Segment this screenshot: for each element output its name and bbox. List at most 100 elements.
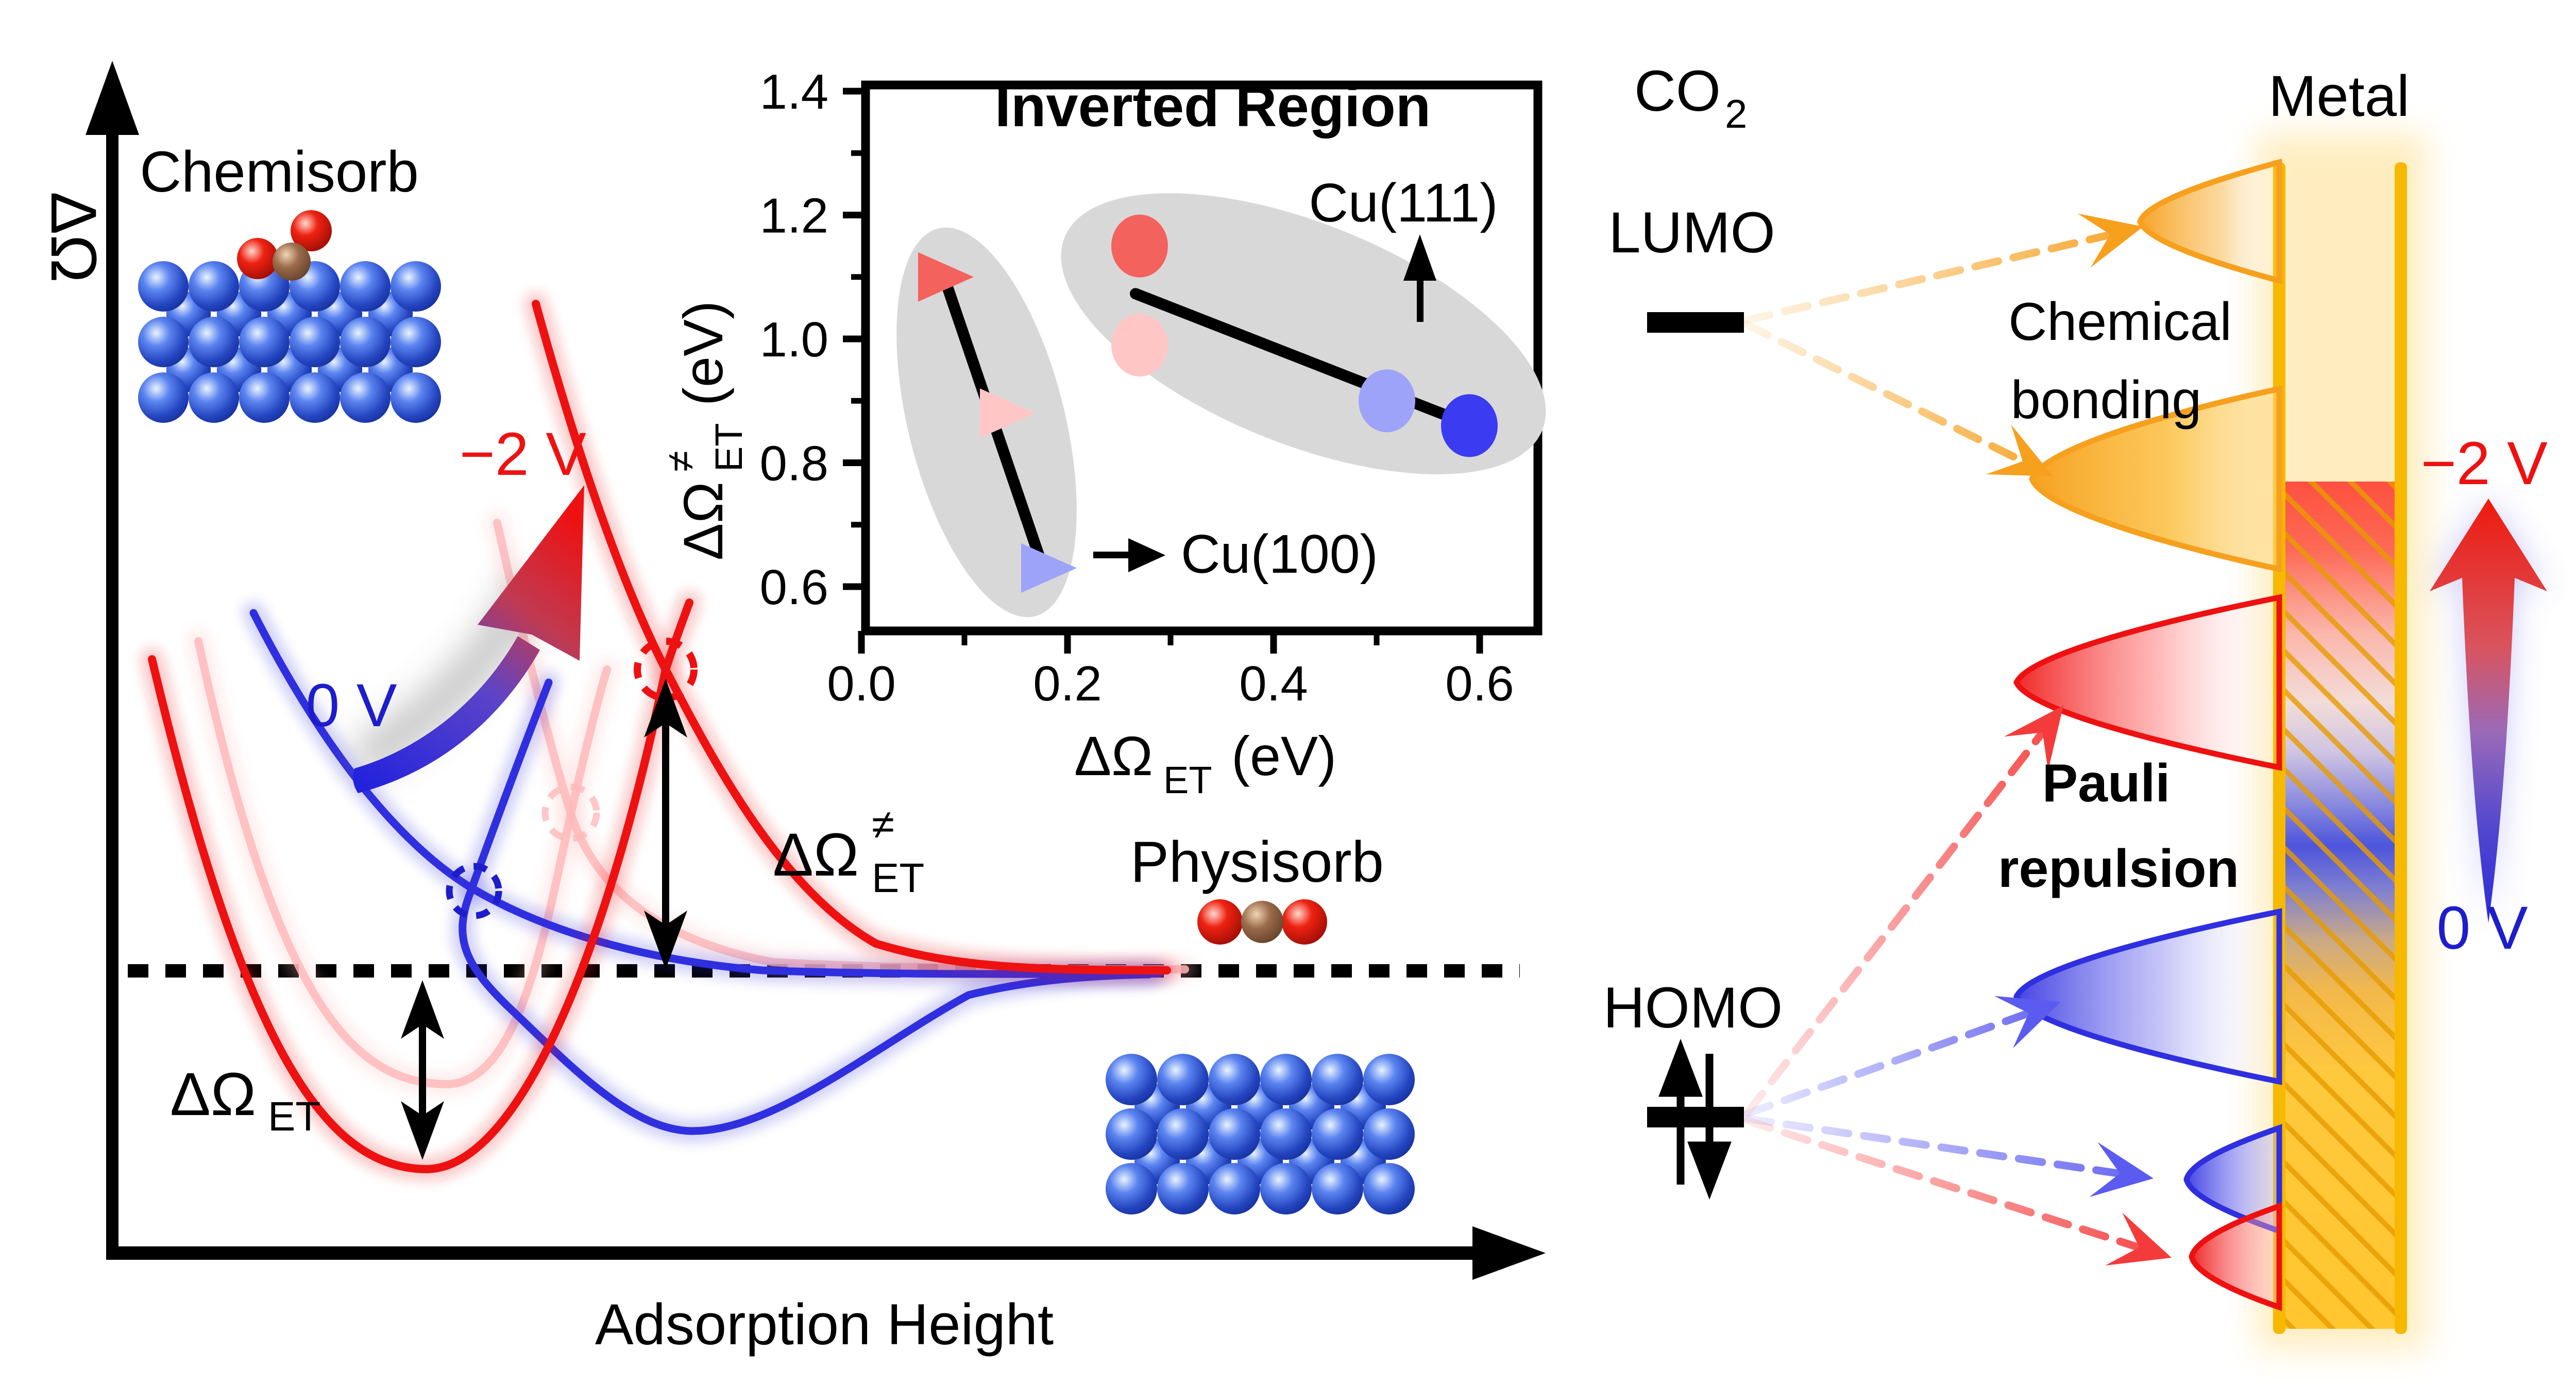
metal-atom-icon: [1157, 1054, 1209, 1105]
metal-atom-icon: [1209, 1108, 1260, 1160]
y-tick-label: 0.6: [760, 560, 828, 615]
metal-atom-icon: [1260, 1054, 1312, 1105]
et-double-arrow: [401, 980, 444, 1160]
homo-label: HOMO: [1603, 975, 1783, 1040]
data-point-triangle: [1021, 543, 1077, 593]
physisorb-label: Physisorb: [1130, 830, 1384, 894]
neg2v-label-right: −2 V: [2421, 430, 2548, 498]
orbital-interaction-panel: CO 2 Metal LUMO HOMO Chemical bonding Pa…: [1603, 59, 2548, 1349]
svg-text:ET: ET: [707, 423, 750, 472]
data-point-circle: [1111, 214, 1168, 278]
omega-et-label: ΔΩ ET: [170, 1060, 320, 1139]
cu111-label: Cu(111): [1309, 173, 1498, 233]
metal-atom-icon: [1363, 1108, 1415, 1160]
homo-peak-0v-upper: [2013, 908, 2282, 1085]
svg-text:2: 2: [1725, 91, 1747, 136]
y-axis-label: ΔΩ: [38, 192, 109, 283]
x-tick-label: 0.2: [1033, 656, 1101, 711]
zerov-label-left: 0 V: [306, 672, 397, 740]
data-point-triangle: [980, 388, 1036, 438]
metal-atom-icon: [189, 261, 239, 312]
svg-text:ΔΩ: ΔΩ: [672, 482, 734, 560]
crossing-circle-red: [634, 638, 698, 701]
crossing-circle-blue: [446, 863, 502, 919]
chemical-bonding-line1: Chemical: [2008, 292, 2231, 352]
x-tick-label: 0.0: [827, 656, 895, 711]
cu100-label: Cu(100): [1181, 524, 1378, 585]
metal-atom-icon: [391, 261, 441, 312]
svg-text:≠: ≠: [872, 801, 894, 847]
neg2v-curves: [140, 292, 1179, 1181]
homo-peak-neg2v-upper: [2013, 594, 2282, 771]
metal-atom-icon: [239, 317, 290, 367]
oxygen-atom-icon: [237, 238, 278, 279]
metal-atom-icon: [1260, 1108, 1312, 1160]
pauli-repulsion-line2: repulsion: [1998, 839, 2239, 899]
resonance-peaks: [2013, 158, 2282, 1311]
svg-text:(eV): (eV): [672, 301, 734, 406]
svg-text:ΔΩ: ΔΩ: [773, 821, 859, 889]
data-point-circle: [1441, 394, 1498, 457]
homo-level-bar: [1647, 1107, 1744, 1127]
blue-physisorb-curve: [249, 609, 1163, 978]
physisorbed-co2-molecule: [1197, 899, 1327, 945]
metal-atom-icon: [1209, 1054, 1260, 1105]
chemisorbed-co2-molecule: [237, 210, 332, 281]
y-tick-label: 1.2: [760, 189, 828, 244]
cu111-arrow: [1403, 234, 1436, 322]
homo-peak-neg2v-lower: [2189, 1202, 2282, 1311]
lumo-label: LUMO: [1608, 200, 1775, 265]
oxygen-atom-icon: [291, 210, 332, 251]
energy-diagram-panel: ΔΩ Chemisorb −2 V 0 V Physisorb Adsorpti…: [38, 61, 1546, 1357]
svg-text:≠: ≠: [659, 451, 702, 472]
metal-atom-icon: [1106, 1163, 1157, 1214]
svg-text:(eV): (eV): [1231, 725, 1336, 787]
metal-atom-icon: [189, 317, 239, 367]
metal-atom-icon: [239, 372, 290, 423]
metal-atom-icon: [1106, 1108, 1157, 1160]
carbon-atom-icon: [273, 243, 311, 281]
x-axis-label: Adsorption Height: [595, 1292, 1054, 1357]
y-tick-label: 1.0: [760, 312, 828, 367]
metal-atom-icon: [1260, 1163, 1312, 1214]
metal-atom-icon: [340, 261, 391, 312]
data-point-circle: [1111, 314, 1168, 377]
voltage-swoosh-arrow: [353, 485, 584, 793]
svg-text:ET: ET: [872, 855, 924, 901]
metal-atom-icon: [138, 317, 189, 367]
crossing-circle-pink: [541, 783, 600, 842]
voltage-arrow: [2430, 499, 2547, 923]
svg-text:CO: CO: [1634, 59, 1721, 123]
inset-chart: 0.0 0.2 0.4 0.6 0.6 0.8 1.0 1.2 1.4 Inverted Reg…: [659, 64, 1546, 801]
lumo-level-bar: [1647, 312, 1744, 333]
metal-atom-icon: [340, 372, 391, 423]
x-tick-label: 0.4: [1239, 656, 1308, 711]
red-physisorb-curve: [532, 300, 1171, 974]
coupling-arrowheads: [1986, 213, 2172, 1266]
chemisorb-label: Chemisorb: [140, 140, 419, 204]
ghost-chemisorb-curve: [194, 637, 611, 1089]
metal-atom-icon: [1157, 1163, 1209, 1214]
metal-atom-icon: [1312, 1108, 1363, 1160]
inset-y-axis-label: ΔΩ ≠ ET (eV): [659, 301, 750, 560]
oxygen-atom-icon: [1282, 899, 1327, 945]
metal-atom-icon: [1209, 1163, 1260, 1214]
metal-atom-icon: [1312, 1054, 1363, 1105]
physisorb-metal-slab: [1106, 1054, 1415, 1214]
coupling-arrows: [1742, 231, 2140, 1251]
zerov-label-right: 0 V: [2436, 894, 2528, 962]
lumo-peak-0v: [2137, 158, 2282, 285]
inset-x-axis-label: ΔΩ ET (eV): [1074, 725, 1336, 801]
y-tick-label: 1.4: [760, 64, 828, 119]
metal-atom-icon: [290, 317, 340, 367]
y-axis-arrowhead-icon: [86, 61, 139, 135]
metal-atom-icon: [1106, 1054, 1157, 1105]
chemisorb-metal-slab: [138, 261, 441, 423]
inset-title: Inverted Region: [995, 74, 1431, 139]
svg-text:ET: ET: [1163, 759, 1212, 801]
oxygen-atom-icon: [1197, 899, 1243, 945]
carbon-atom-icon: [1241, 901, 1283, 943]
x-tick-label: 0.6: [1445, 656, 1514, 711]
metal-atom-icon: [340, 317, 391, 367]
